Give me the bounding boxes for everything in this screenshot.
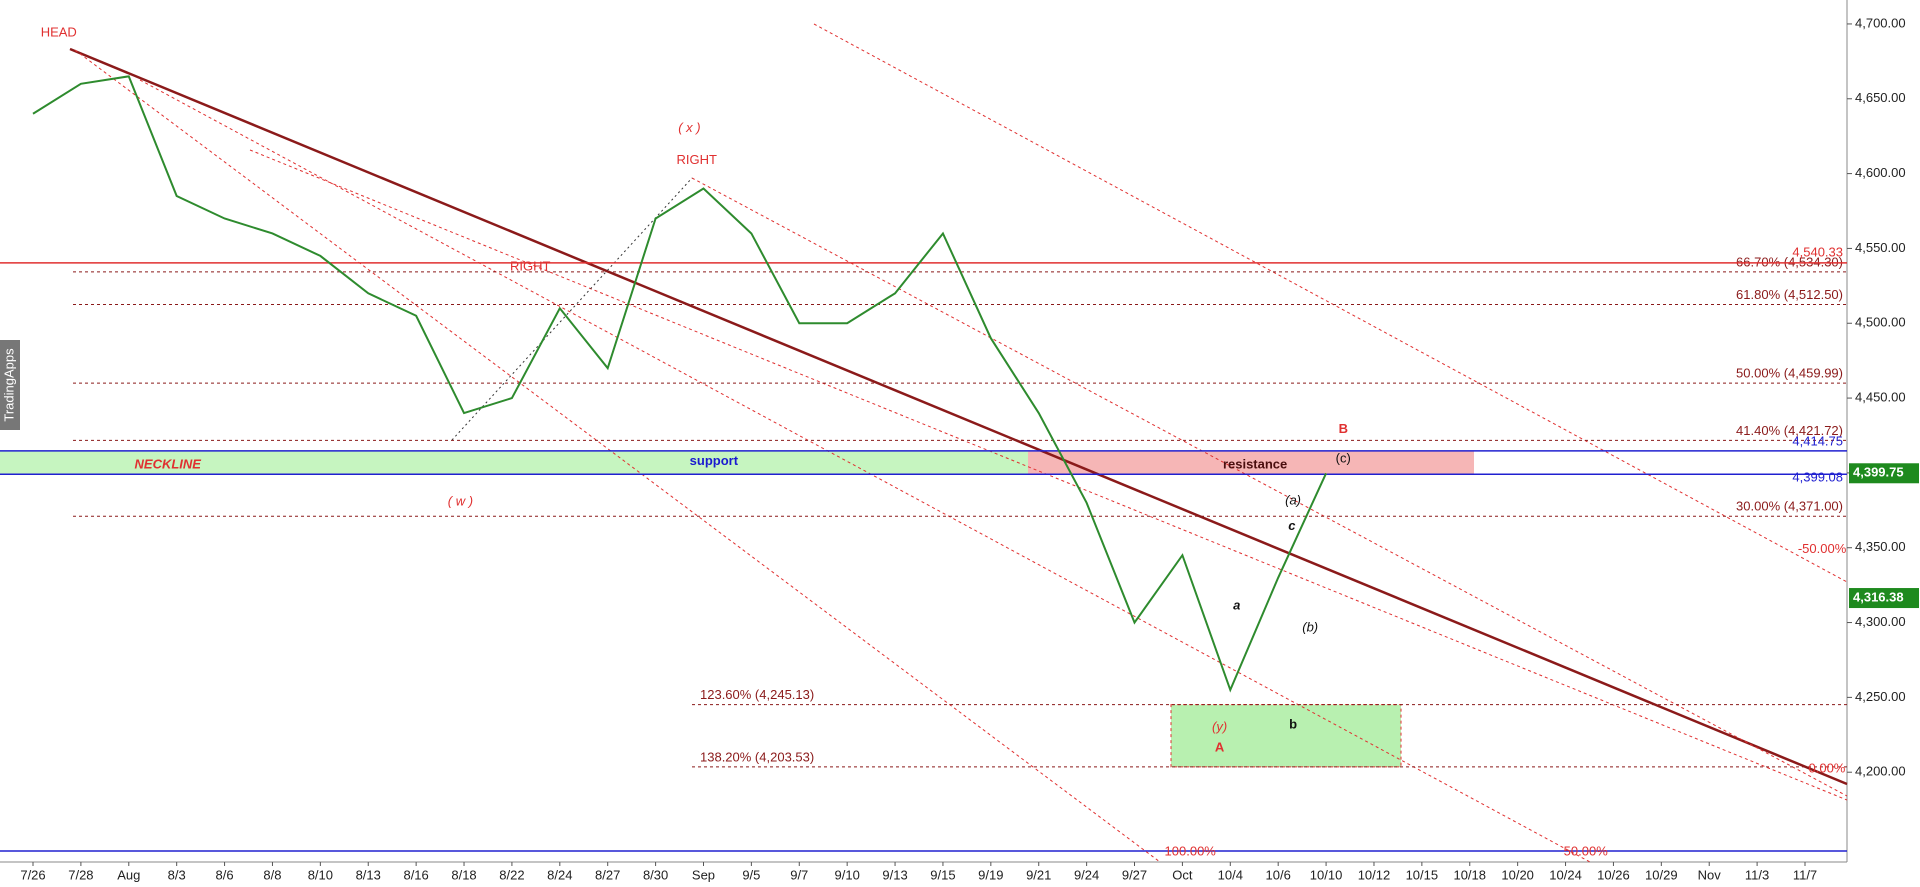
x-tick-label: 9/21	[1026, 867, 1051, 882]
fib-label: 41.40% (4,421.72)	[1736, 423, 1843, 438]
annotation: -50.00%	[1798, 541, 1847, 556]
x-tick-label: 7/26	[20, 867, 45, 882]
price-tag-label: 4,316.38	[1853, 589, 1904, 604]
annotation: ( x )	[678, 120, 700, 135]
annotation: a	[1233, 598, 1240, 613]
price-tag	[1849, 463, 1919, 484]
x-tick-label: 7/28	[68, 867, 93, 882]
x-tick-label: 10/18	[1453, 867, 1486, 882]
trend-line	[813, 23, 1848, 583]
extension-label: 123.60% (4,245.13)	[700, 687, 814, 702]
target-zone	[1170, 704, 1402, 768]
x-tick-label: Nov	[1698, 867, 1722, 882]
price-line-label: 4,399.08	[1792, 470, 1843, 485]
x-tick-label: 9/27	[1122, 867, 1147, 882]
price-line-label: 4,414.75	[1792, 433, 1843, 448]
x-tick-label: 8/24	[547, 867, 572, 882]
annotation: b	[1289, 716, 1297, 731]
annotation: (b)	[1302, 620, 1318, 635]
annotation: (c)	[1336, 451, 1351, 466]
x-tick-label: Oct	[1172, 867, 1193, 882]
trend-line	[139, 79, 1591, 863]
x-tick-label: Aug	[117, 867, 140, 882]
x-tick-label: 10/4	[1218, 867, 1243, 882]
trend-line	[451, 177, 693, 441]
x-tick-label: 10/6	[1266, 867, 1291, 882]
x-tick-label: 11/3	[1745, 867, 1769, 882]
support-zone	[0, 450, 1028, 475]
annotation: c	[1288, 518, 1296, 533]
x-tick-label: 10/15	[1406, 867, 1439, 882]
x-tick-label: 8/3	[168, 867, 186, 882]
trend-line	[691, 177, 1848, 797]
annotation: 50.00%	[1564, 844, 1609, 859]
y-tick-label: 4,700.00	[1855, 15, 1906, 30]
annotation: HEAD	[41, 24, 77, 39]
x-tick-label: 10/12	[1358, 867, 1391, 882]
price-line-series	[32, 75, 1327, 693]
x-tick-label: 8/8	[263, 867, 281, 882]
x-tick-label: 9/13	[882, 867, 907, 882]
x-tick-label: 10/20	[1501, 867, 1534, 882]
price-tag-label: 4,399.75	[1853, 465, 1904, 480]
x-tick-label: 9/5	[742, 867, 760, 882]
x-tick-label: 8/16	[403, 867, 428, 882]
y-tick-label: 4,500.00	[1855, 315, 1906, 330]
trend-line	[69, 47, 1848, 786]
x-tick-label: 8/22	[499, 867, 524, 882]
watermark: TradingApps	[1, 348, 16, 422]
x-tick-label: 9/10	[835, 867, 860, 882]
x-tick-label: 8/27	[595, 867, 620, 882]
annotation: 0.00%	[1809, 760, 1846, 775]
x-tick-label: 8/13	[356, 867, 381, 882]
fib-label: 30.00% (4,371.00)	[1736, 499, 1843, 514]
fib-label: 50.00% (4,459.99)	[1736, 366, 1843, 381]
price-line-label: 4,540.33	[1792, 244, 1843, 259]
x-tick-label: 10/10	[1310, 867, 1343, 882]
y-tick-label: 4,650.00	[1855, 90, 1906, 105]
x-tick-label: Sep	[692, 867, 715, 882]
y-tick-label: 4,350.00	[1855, 539, 1906, 554]
x-tick-label: 8/6	[216, 867, 234, 882]
annotation: RIGHT	[677, 152, 718, 167]
fib-label: 66.70% (4,534.30)	[1736, 254, 1843, 269]
fib-label: 61.80% (4,512.50)	[1736, 287, 1843, 302]
annotation: RIGHT	[510, 258, 551, 273]
x-tick-label: 9/24	[1074, 867, 1099, 882]
extension-label: 138.20% (4,203.53)	[700, 749, 814, 764]
annotation: 100.00%	[1165, 844, 1217, 859]
annotation: (y)	[1212, 719, 1227, 734]
x-tick-label: 10/26	[1597, 867, 1630, 882]
x-tick-label: 10/29	[1645, 867, 1678, 882]
annotation: support	[690, 453, 739, 468]
x-tick-label: 9/7	[790, 867, 808, 882]
y-tick-label: 4,450.00	[1855, 390, 1906, 405]
annotation: resistance	[1223, 457, 1287, 472]
x-tick-label: 9/15	[930, 867, 955, 882]
x-tick-label: 8/30	[643, 867, 668, 882]
watermark-bg	[0, 340, 20, 430]
x-tick-label: 8/10	[308, 867, 333, 882]
y-tick-label: 4,600.00	[1855, 165, 1906, 180]
annotation: NECKLINE	[135, 457, 202, 472]
x-tick-label: 11/7	[1793, 867, 1817, 882]
y-tick-label: 4,200.00	[1855, 764, 1906, 779]
y-tick-label: 4,300.00	[1855, 614, 1906, 629]
x-tick-label: 9/19	[978, 867, 1003, 882]
annotation: B	[1339, 421, 1348, 436]
y-tick-label: 4,550.00	[1855, 240, 1906, 255]
trend-line	[74, 49, 1161, 863]
trend-line	[249, 149, 1848, 801]
resistance-zone	[1028, 450, 1474, 475]
annotation: A	[1215, 740, 1225, 755]
price-tag	[1849, 588, 1919, 609]
annotation: (a)	[1285, 492, 1301, 507]
x-tick-label: 8/18	[451, 867, 476, 882]
annotation: ( w )	[448, 493, 473, 508]
y-tick-label: 4,250.00	[1855, 689, 1906, 704]
x-tick-label: 10/24	[1549, 867, 1582, 882]
